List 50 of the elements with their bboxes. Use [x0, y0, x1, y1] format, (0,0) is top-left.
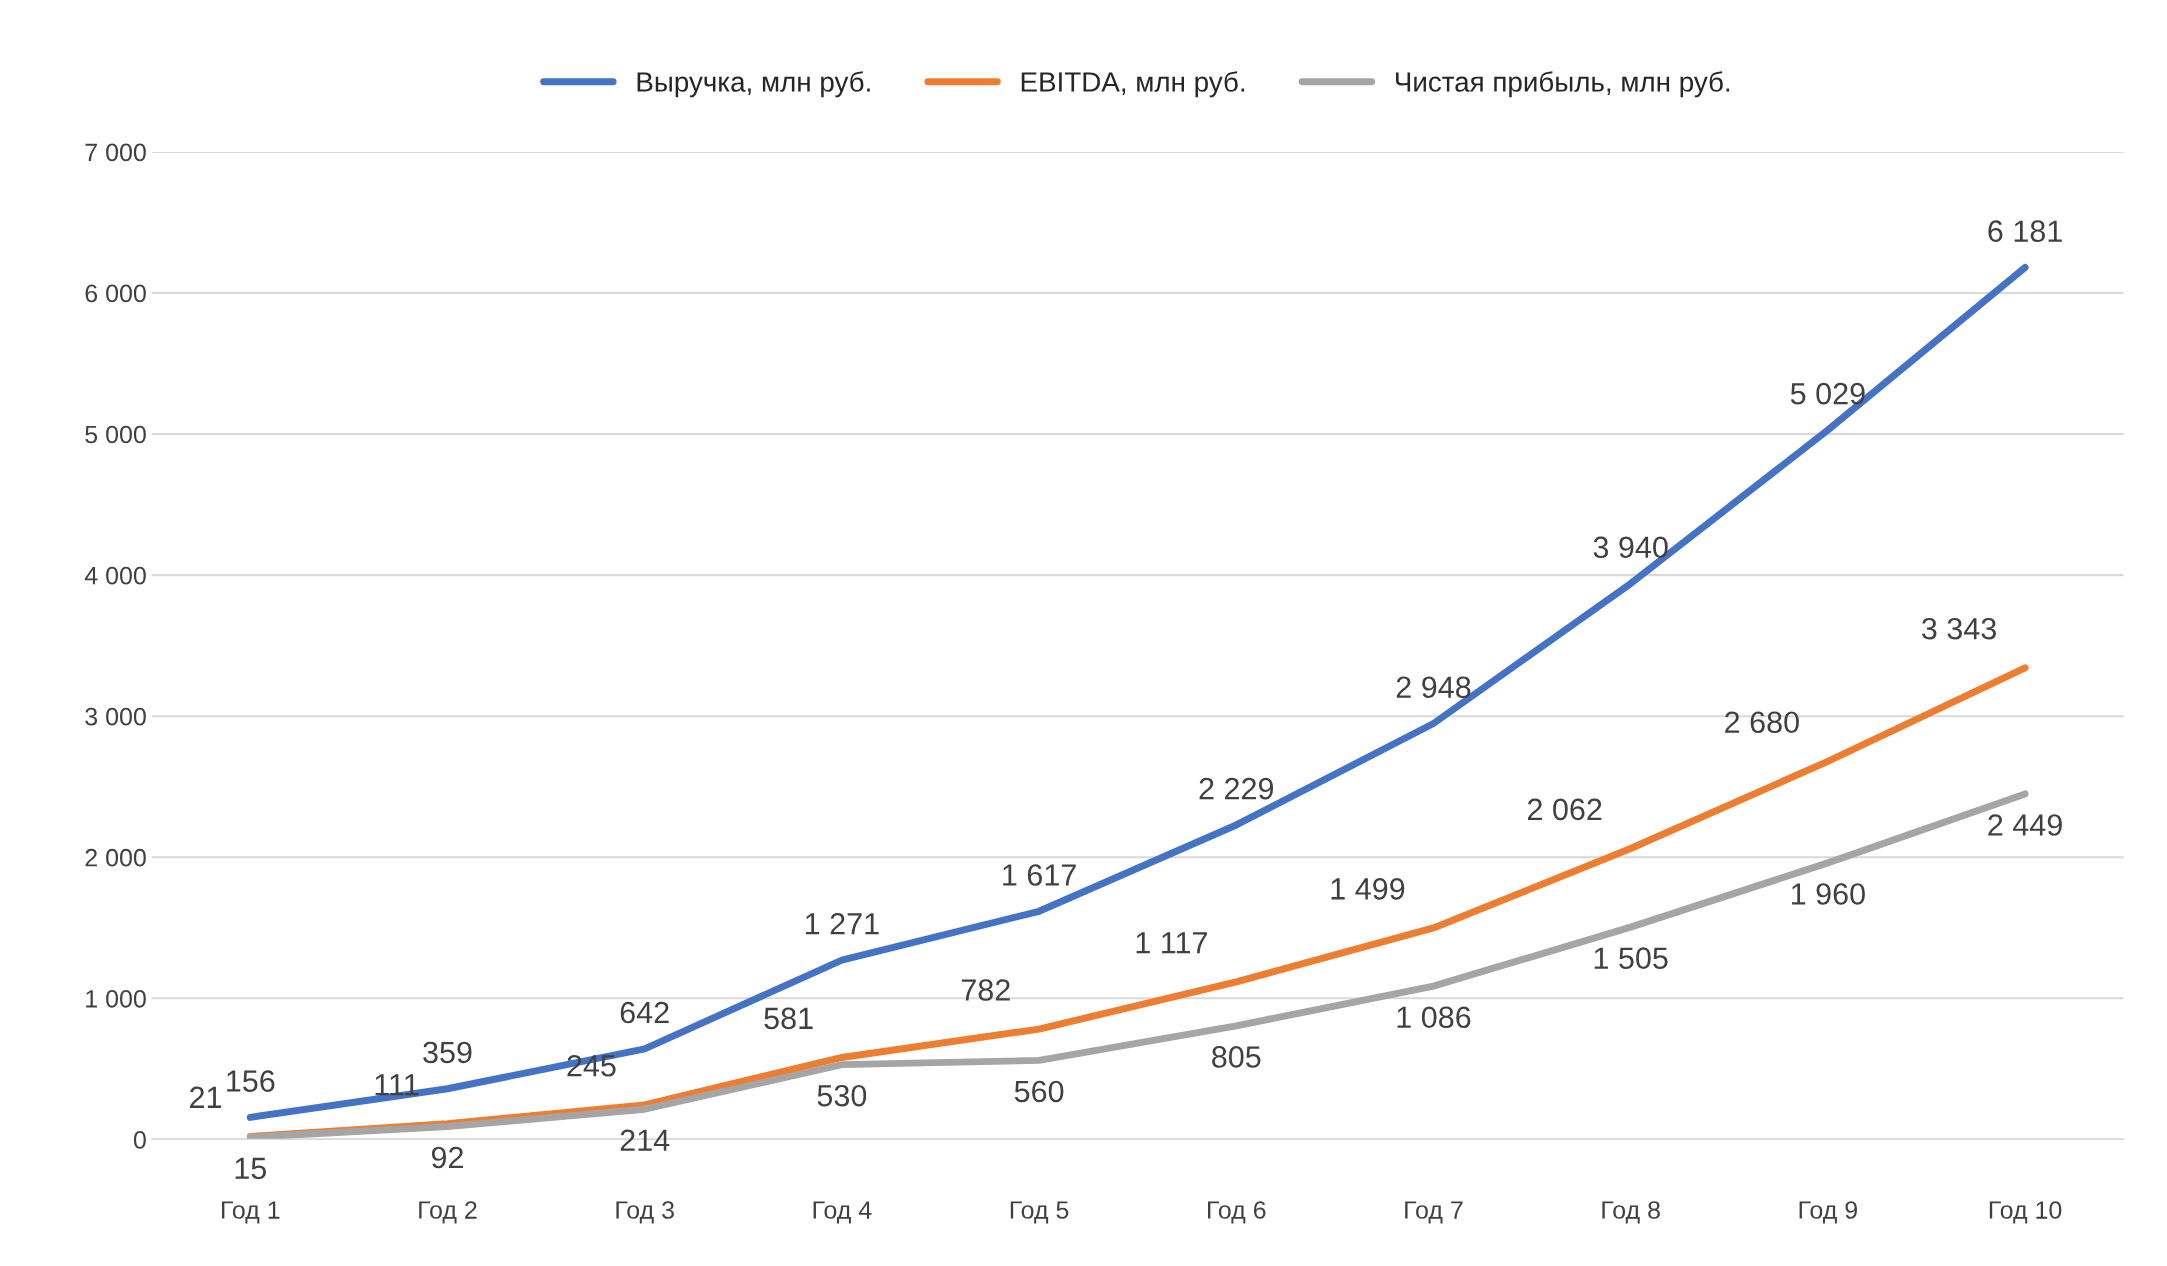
data-label: 1 617 — [1003, 864, 1076, 886]
y-tick-label: 0 — [133, 1131, 146, 1149]
x-tick-label: Год 5 — [1010, 1201, 1069, 1224]
x-tick-label: Год 8 — [1602, 1201, 1660, 1224]
data-label: 2 229 — [1199, 777, 1274, 800]
y-tick-label: 4 000 — [84, 566, 146, 585]
data-label: 2 948 — [1396, 676, 1471, 699]
data-label: 15 — [235, 1157, 266, 1180]
y-tick-label: 1 000 — [86, 989, 146, 1008]
data-label: 3 343 — [1921, 617, 1996, 640]
data-label: 21 — [190, 1086, 222, 1108]
y-tick-label: 5 000 — [85, 425, 146, 444]
data-label: 560 — [1014, 1080, 1064, 1103]
legend-label: Выручка, млн руб. — [637, 71, 870, 98]
x-tick-label: Год 1 — [222, 1201, 280, 1224]
data-label: 1 117 — [1136, 932, 1207, 954]
data-label: 1 505 — [1594, 947, 1668, 969]
data-label: 5 029 — [1790, 382, 1865, 405]
data-label: 530 — [817, 1084, 867, 1107]
data-label: 2 062 — [1527, 798, 1602, 821]
data-label: 642 — [620, 1001, 669, 1024]
data-label: 6 181 — [1988, 220, 2062, 242]
data-label: 92 — [431, 1146, 463, 1169]
data-label: 1 499 — [1331, 878, 1405, 900]
y-tick-label: 2 000 — [85, 848, 146, 867]
data-label: 1 960 — [1791, 883, 1865, 905]
data-label: 359 — [423, 1041, 472, 1064]
data-label: 805 — [1212, 1046, 1261, 1068]
x-tick-label: Год 7 — [1405, 1201, 1463, 1224]
data-label: 1 086 — [1397, 1006, 1471, 1029]
data-label: 782 — [961, 979, 1010, 1001]
data-label: 214 — [620, 1129, 670, 1151]
data-label: 1 271 — [805, 912, 879, 935]
data-label: 2 449 — [1988, 814, 2062, 836]
x-tick-label: Год 6 — [1208, 1201, 1266, 1224]
x-tick-label: Год 10 — [1989, 1201, 2062, 1224]
y-tick-label: 3 000 — [85, 707, 146, 726]
legend-label: Чистая прибыль, млн руб. — [1396, 71, 1730, 98]
x-tick-label: Год 9 — [1799, 1201, 1857, 1224]
x-tick-label: Год 3 — [616, 1201, 674, 1224]
y-tick-label: 7 000 — [85, 143, 146, 162]
data-label: 111 — [375, 1074, 419, 1096]
data-label: 581 — [764, 1007, 813, 1030]
data-label: 3 940 — [1593, 536, 1668, 559]
y-tick-label: 6 000 — [85, 284, 146, 303]
legend-label: EBITDA, млн руб. — [1021, 71, 1245, 98]
x-tick-label: Год 4 — [813, 1201, 872, 1224]
x-tick-label: Год 2 — [419, 1201, 477, 1224]
data-label: 2 680 — [1725, 711, 1799, 734]
data-label: 156 — [227, 1070, 275, 1092]
